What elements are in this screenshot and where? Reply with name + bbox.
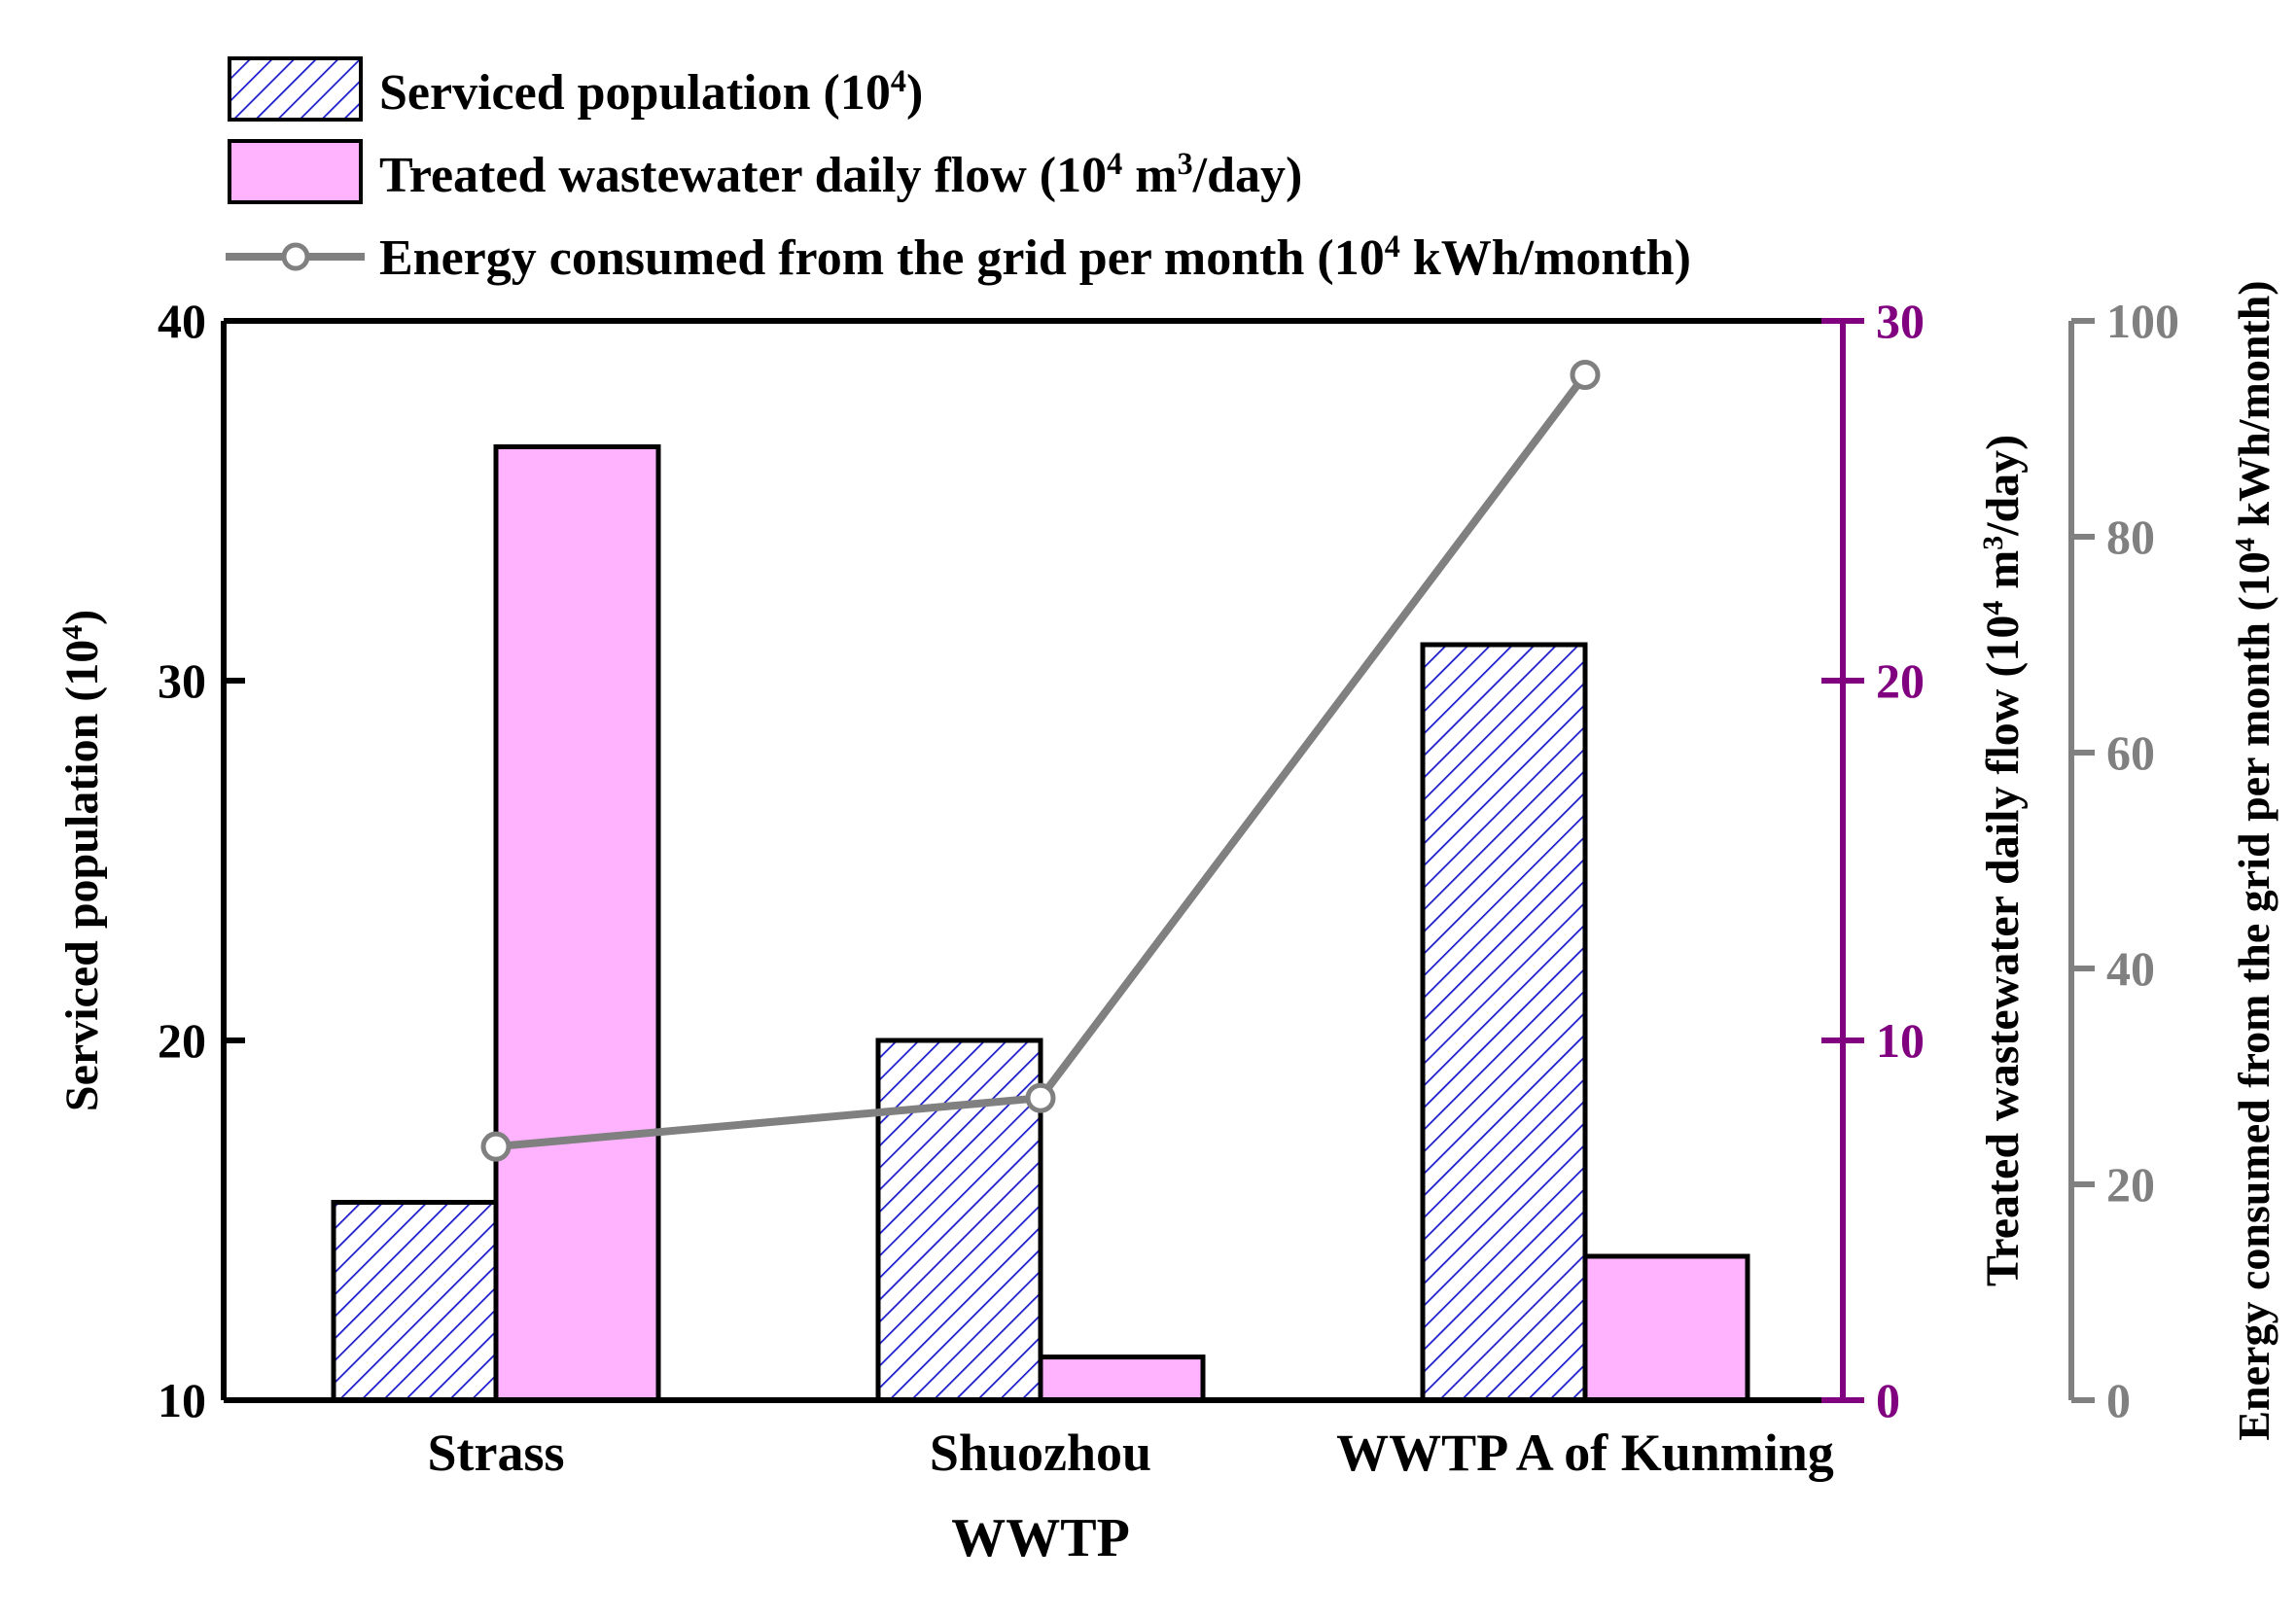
x-category-label: WWTP A of Kunming — [1336, 1424, 1834, 1482]
axes-group — [221, 318, 2074, 1403]
legend-label-serviced-population: Serviced population (104) — [379, 63, 923, 121]
x-axis-category-labels: Strass Shuozhou WWTP A of Kunming — [427, 1424, 1833, 1482]
energy-point-2 — [1570, 360, 1601, 390]
right2-axis-ticks: 0 20 40 60 80 100 — [2071, 294, 2179, 1427]
bar-serviced-population-1 — [875, 1038, 1043, 1403]
bar-serviced-population-2 — [1420, 642, 1588, 1403]
legend-label-energy-consumed: Energy consumed from the grid per month … — [379, 229, 1691, 286]
bars-group — [331, 444, 1750, 1403]
right2-tick-label: 40 — [2106, 941, 2155, 996]
right2-axis-label: Energy consumed from the grid per month … — [2229, 280, 2278, 1440]
energy-point-0 — [480, 1131, 512, 1162]
legend-swatch-hatched — [228, 56, 363, 122]
right1-axis-ticks: 0 10 20 30 — [1821, 294, 1925, 1427]
right1-tick-label: 0 — [1876, 1373, 1900, 1427]
bar-treated-flow-1 — [1038, 1354, 1206, 1403]
bar-serviced-population-0 — [331, 1200, 499, 1403]
right2-tick-label: 80 — [2106, 510, 2155, 564]
right2-tick-label: 0 — [2106, 1373, 2131, 1427]
energy-point-1 — [1025, 1082, 1056, 1113]
legend: Serviced population (104) Treated wastew… — [226, 56, 1691, 286]
x-axis-title: WWTP — [951, 1508, 1130, 1568]
right1-tick-label: 10 — [1876, 1013, 1925, 1068]
right2-tick-label: 100 — [2106, 294, 2179, 348]
left-axis-ticks: 10 20 30 40 — [158, 294, 245, 1427]
right1-axis-label: Treated wastewater daily flow (104 m3/da… — [1977, 435, 2030, 1286]
line-series-group — [480, 360, 1601, 1162]
right1-tick-label: 30 — [1876, 294, 1925, 348]
legend-swatch-solid — [228, 139, 363, 204]
left-tick-label: 40 — [158, 294, 206, 348]
right2-tick-label: 20 — [2106, 1157, 2155, 1212]
legend-line-marker — [281, 242, 310, 271]
legend-label-treated-wastewater-flow: Treated wastewater daily flow (104 m3/da… — [379, 146, 1302, 203]
x-category-label: Strass — [427, 1424, 564, 1482]
x-category-label: Shuozhou — [930, 1424, 1151, 1482]
left-tick-label: 20 — [158, 1013, 206, 1068]
right1-tick-label: 20 — [1876, 653, 1925, 708]
left-tick-label: 30 — [158, 653, 206, 708]
left-axis-label: Serviced population (104) — [56, 610, 109, 1111]
right2-tick-label: 60 — [2106, 725, 2155, 780]
left-tick-label: 10 — [158, 1373, 206, 1427]
bar-treated-flow-2 — [1582, 1253, 1750, 1403]
bar-treated-flow-0 — [493, 444, 661, 1403]
